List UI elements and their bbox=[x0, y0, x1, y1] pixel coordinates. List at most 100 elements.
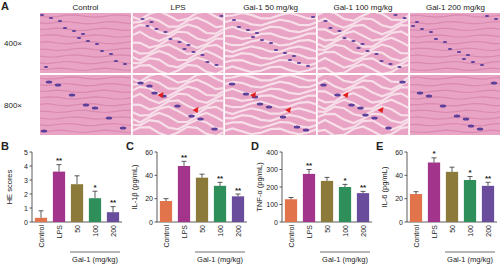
y-tick bbox=[405, 222, 408, 223]
fiber bbox=[40, 55, 131, 57]
error-bar bbox=[93, 191, 98, 198]
nucleus bbox=[306, 65, 310, 67]
micrograph bbox=[225, 75, 316, 135]
panel-label: D bbox=[251, 140, 259, 152]
bar bbox=[71, 184, 83, 222]
nucleus bbox=[146, 85, 152, 88]
nucleus bbox=[95, 43, 99, 45]
nucleus bbox=[188, 115, 194, 118]
nucleus bbox=[494, 18, 498, 20]
fiber bbox=[40, 104, 131, 106]
y-tick-label: 20 bbox=[395, 195, 403, 202]
nucleus bbox=[237, 26, 241, 28]
y-tick bbox=[155, 152, 158, 153]
significance: ** bbox=[56, 156, 63, 165]
x-axis-label: Gal-1 (mg/kg) bbox=[197, 255, 243, 264]
fiber bbox=[225, 53, 316, 59]
group-bracket bbox=[195, 252, 245, 253]
micrograph bbox=[410, 13, 500, 73]
fiber bbox=[410, 110, 500, 112]
fiber bbox=[225, 88, 316, 94]
micrograph bbox=[318, 13, 409, 73]
fiber bbox=[40, 124, 131, 126]
nucleus bbox=[41, 130, 47, 133]
significance: ** bbox=[235, 186, 242, 195]
nucleus bbox=[280, 116, 286, 119]
bar bbox=[107, 212, 119, 222]
error-bar bbox=[75, 176, 80, 184]
nucleus bbox=[397, 66, 401, 68]
nucleus bbox=[186, 44, 190, 46]
error-bar bbox=[325, 177, 330, 181]
fiber bbox=[225, 20, 316, 26]
y-tick bbox=[155, 198, 158, 199]
y-tick bbox=[30, 180, 33, 181]
nucleus bbox=[266, 106, 272, 109]
micrograph bbox=[318, 75, 409, 135]
nucleus bbox=[342, 37, 346, 39]
x-tick-label: Control bbox=[38, 225, 45, 248]
y-tick-label: 40 bbox=[145, 172, 153, 179]
arrow bbox=[343, 92, 349, 98]
fiber bbox=[40, 48, 131, 50]
significance: * bbox=[432, 149, 436, 158]
nucleus bbox=[357, 107, 363, 110]
bar bbox=[357, 193, 369, 222]
nucleus bbox=[443, 41, 447, 43]
fiber bbox=[40, 28, 131, 30]
nucleus bbox=[55, 84, 61, 87]
nucleus bbox=[337, 30, 341, 32]
micrograph bbox=[225, 13, 316, 73]
nucleus bbox=[320, 84, 326, 87]
arrow bbox=[158, 92, 164, 98]
y-tick bbox=[280, 204, 283, 205]
fiber bbox=[410, 77, 500, 79]
y-axis-label: HE scores bbox=[5, 169, 14, 204]
row-label: 400× bbox=[4, 39, 22, 48]
fiber bbox=[225, 26, 316, 32]
marks bbox=[285, 170, 369, 223]
micrograph bbox=[133, 13, 224, 73]
x-tick-label: LPS bbox=[181, 225, 188, 239]
x-axis-label: Gal-1 (mg/kg) bbox=[447, 255, 493, 264]
y-tick-label: 60 bbox=[145, 149, 153, 156]
marks bbox=[410, 158, 494, 222]
y-tick-label: 0 bbox=[274, 219, 278, 226]
significance: ** bbox=[181, 153, 188, 162]
fiber bbox=[410, 68, 500, 70]
y-tick bbox=[30, 208, 33, 209]
x-axis-label: Gal-1 (mg/kg) bbox=[72, 255, 118, 264]
bar bbox=[446, 172, 458, 222]
fiber bbox=[225, 60, 316, 66]
nucleus bbox=[334, 94, 340, 97]
panel-label: A bbox=[1, 0, 9, 12]
nucleus bbox=[214, 64, 218, 66]
fiber bbox=[318, 127, 409, 136]
fiber bbox=[133, 127, 224, 135]
group-bracket bbox=[70, 252, 120, 253]
marks bbox=[160, 161, 244, 222]
y-tick-label: 4 bbox=[24, 163, 28, 170]
nucleus bbox=[137, 82, 143, 85]
fiber bbox=[410, 124, 500, 126]
error-bar bbox=[57, 165, 62, 172]
nucleus bbox=[163, 31, 167, 33]
y-tick-label: 200 bbox=[266, 184, 278, 191]
nucleus bbox=[140, 18, 144, 20]
row-label: 800× bbox=[4, 101, 22, 110]
fiber bbox=[40, 15, 131, 17]
fiber bbox=[225, 129, 316, 135]
y-tick bbox=[30, 152, 33, 153]
y-tick bbox=[405, 152, 408, 153]
nucleus bbox=[86, 40, 90, 42]
x-tick-label: 50 bbox=[324, 225, 331, 233]
nucleus bbox=[360, 43, 364, 45]
error-bar bbox=[218, 182, 223, 186]
nucleus bbox=[457, 51, 461, 53]
nucleus bbox=[177, 41, 181, 43]
y-tick-label: 300 bbox=[266, 166, 278, 173]
nucleus bbox=[63, 27, 67, 29]
error-bar bbox=[450, 167, 455, 172]
fiber bbox=[225, 82, 316, 88]
significance: ** bbox=[485, 174, 492, 183]
